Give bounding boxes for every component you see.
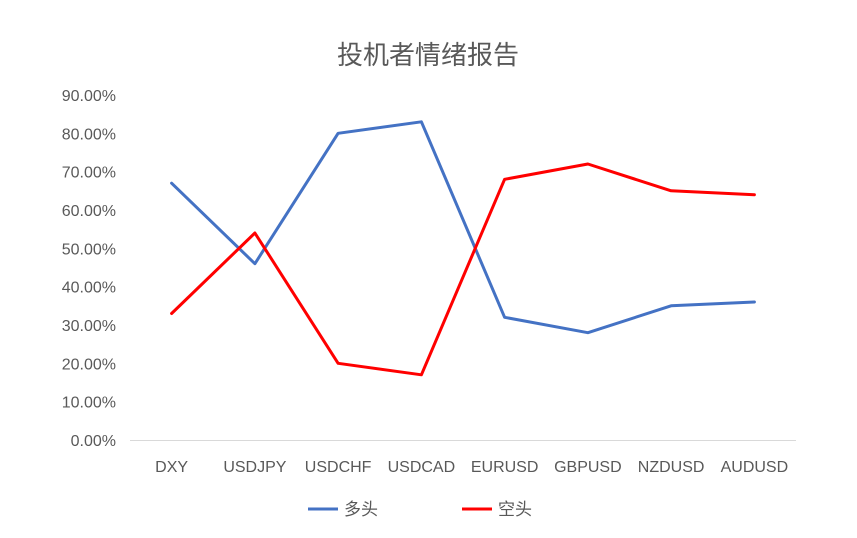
x-tick-label: NZDUSD — [638, 459, 705, 476]
y-tick-label: 20.00% — [62, 356, 116, 373]
series-line-2 — [170, 162, 756, 377]
x-tick-label: EURUSD — [471, 459, 539, 476]
y-tick-label: 40.00% — [62, 280, 116, 297]
series-line-1 — [170, 120, 756, 335]
x-axis-tick-labels: DXY USDJPY USDCHF USDCAD EURUSD GBPUSD NZDUSD A… — [155, 459, 788, 476]
chart-title: 投机者情绪报告 — [337, 41, 519, 71]
y-tick-label: 10.00% — [62, 395, 116, 412]
y-axis-tick-labels: 0.00% 10.00% 20.00% 30.00% 40.00% 50.00% 60.00… — [62, 88, 116, 450]
y-tick-label: 80.00% — [62, 126, 116, 143]
x-tick-label: GBPUSD — [554, 459, 622, 476]
y-tick-label: 0.00% — [71, 433, 116, 450]
legend-label: 空头 — [498, 500, 532, 520]
x-tick-label: DXY — [155, 459, 188, 476]
y-tick-label: 90.00% — [62, 88, 116, 105]
y-tick-label: 30.00% — [62, 318, 116, 335]
x-tick-label: USDCAD — [388, 459, 456, 476]
y-tick-label: 50.00% — [62, 241, 116, 258]
y-tick-label: 70.00% — [62, 165, 116, 182]
legend: 多头 空头 — [308, 500, 532, 520]
x-tick-label: AUDUSD — [721, 459, 789, 476]
y-tick-label: 60.00% — [62, 203, 116, 220]
legend-label: 多头 — [344, 500, 378, 520]
x-tick-label: USDCHF — [305, 459, 372, 476]
series-lines — [170, 120, 756, 377]
x-tick-label: USDJPY — [223, 459, 286, 476]
